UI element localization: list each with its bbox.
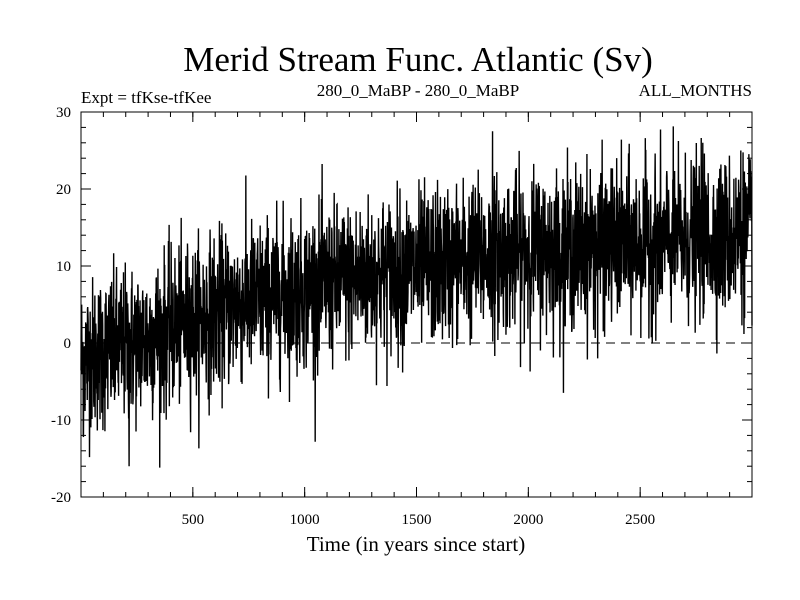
months-label: ALL_MONTHS	[639, 81, 752, 100]
y-tick-label: 10	[56, 259, 71, 275]
data-series-line	[80, 126, 753, 468]
x-tick-label: 2500	[625, 512, 655, 528]
y-tick-label: 30	[56, 105, 71, 121]
chart-title: Merid Stream Func. Atlantic (Sv)	[183, 40, 653, 79]
x-tick-label: 1000	[290, 512, 320, 528]
x-tick-label: 500	[182, 512, 205, 528]
y-tick-label: -10	[51, 413, 71, 429]
period-label: 280_0_MaBP - 280_0_MaBP	[317, 81, 519, 100]
plot-area: 500 1000 1500 2000 2500 -20 -10 0 10 20 30	[51, 105, 753, 528]
x-tick-label: 1500	[402, 512, 432, 528]
y-tick-label: 0	[64, 336, 72, 352]
y-tick-label: 20	[56, 182, 71, 198]
x-axis-label: Time (in years since start)	[307, 532, 526, 556]
y-tick-label: -20	[51, 490, 71, 506]
experiment-label: Expt = tfKse-tfKee	[81, 88, 211, 107]
x-tick-label: 2000	[513, 512, 543, 528]
